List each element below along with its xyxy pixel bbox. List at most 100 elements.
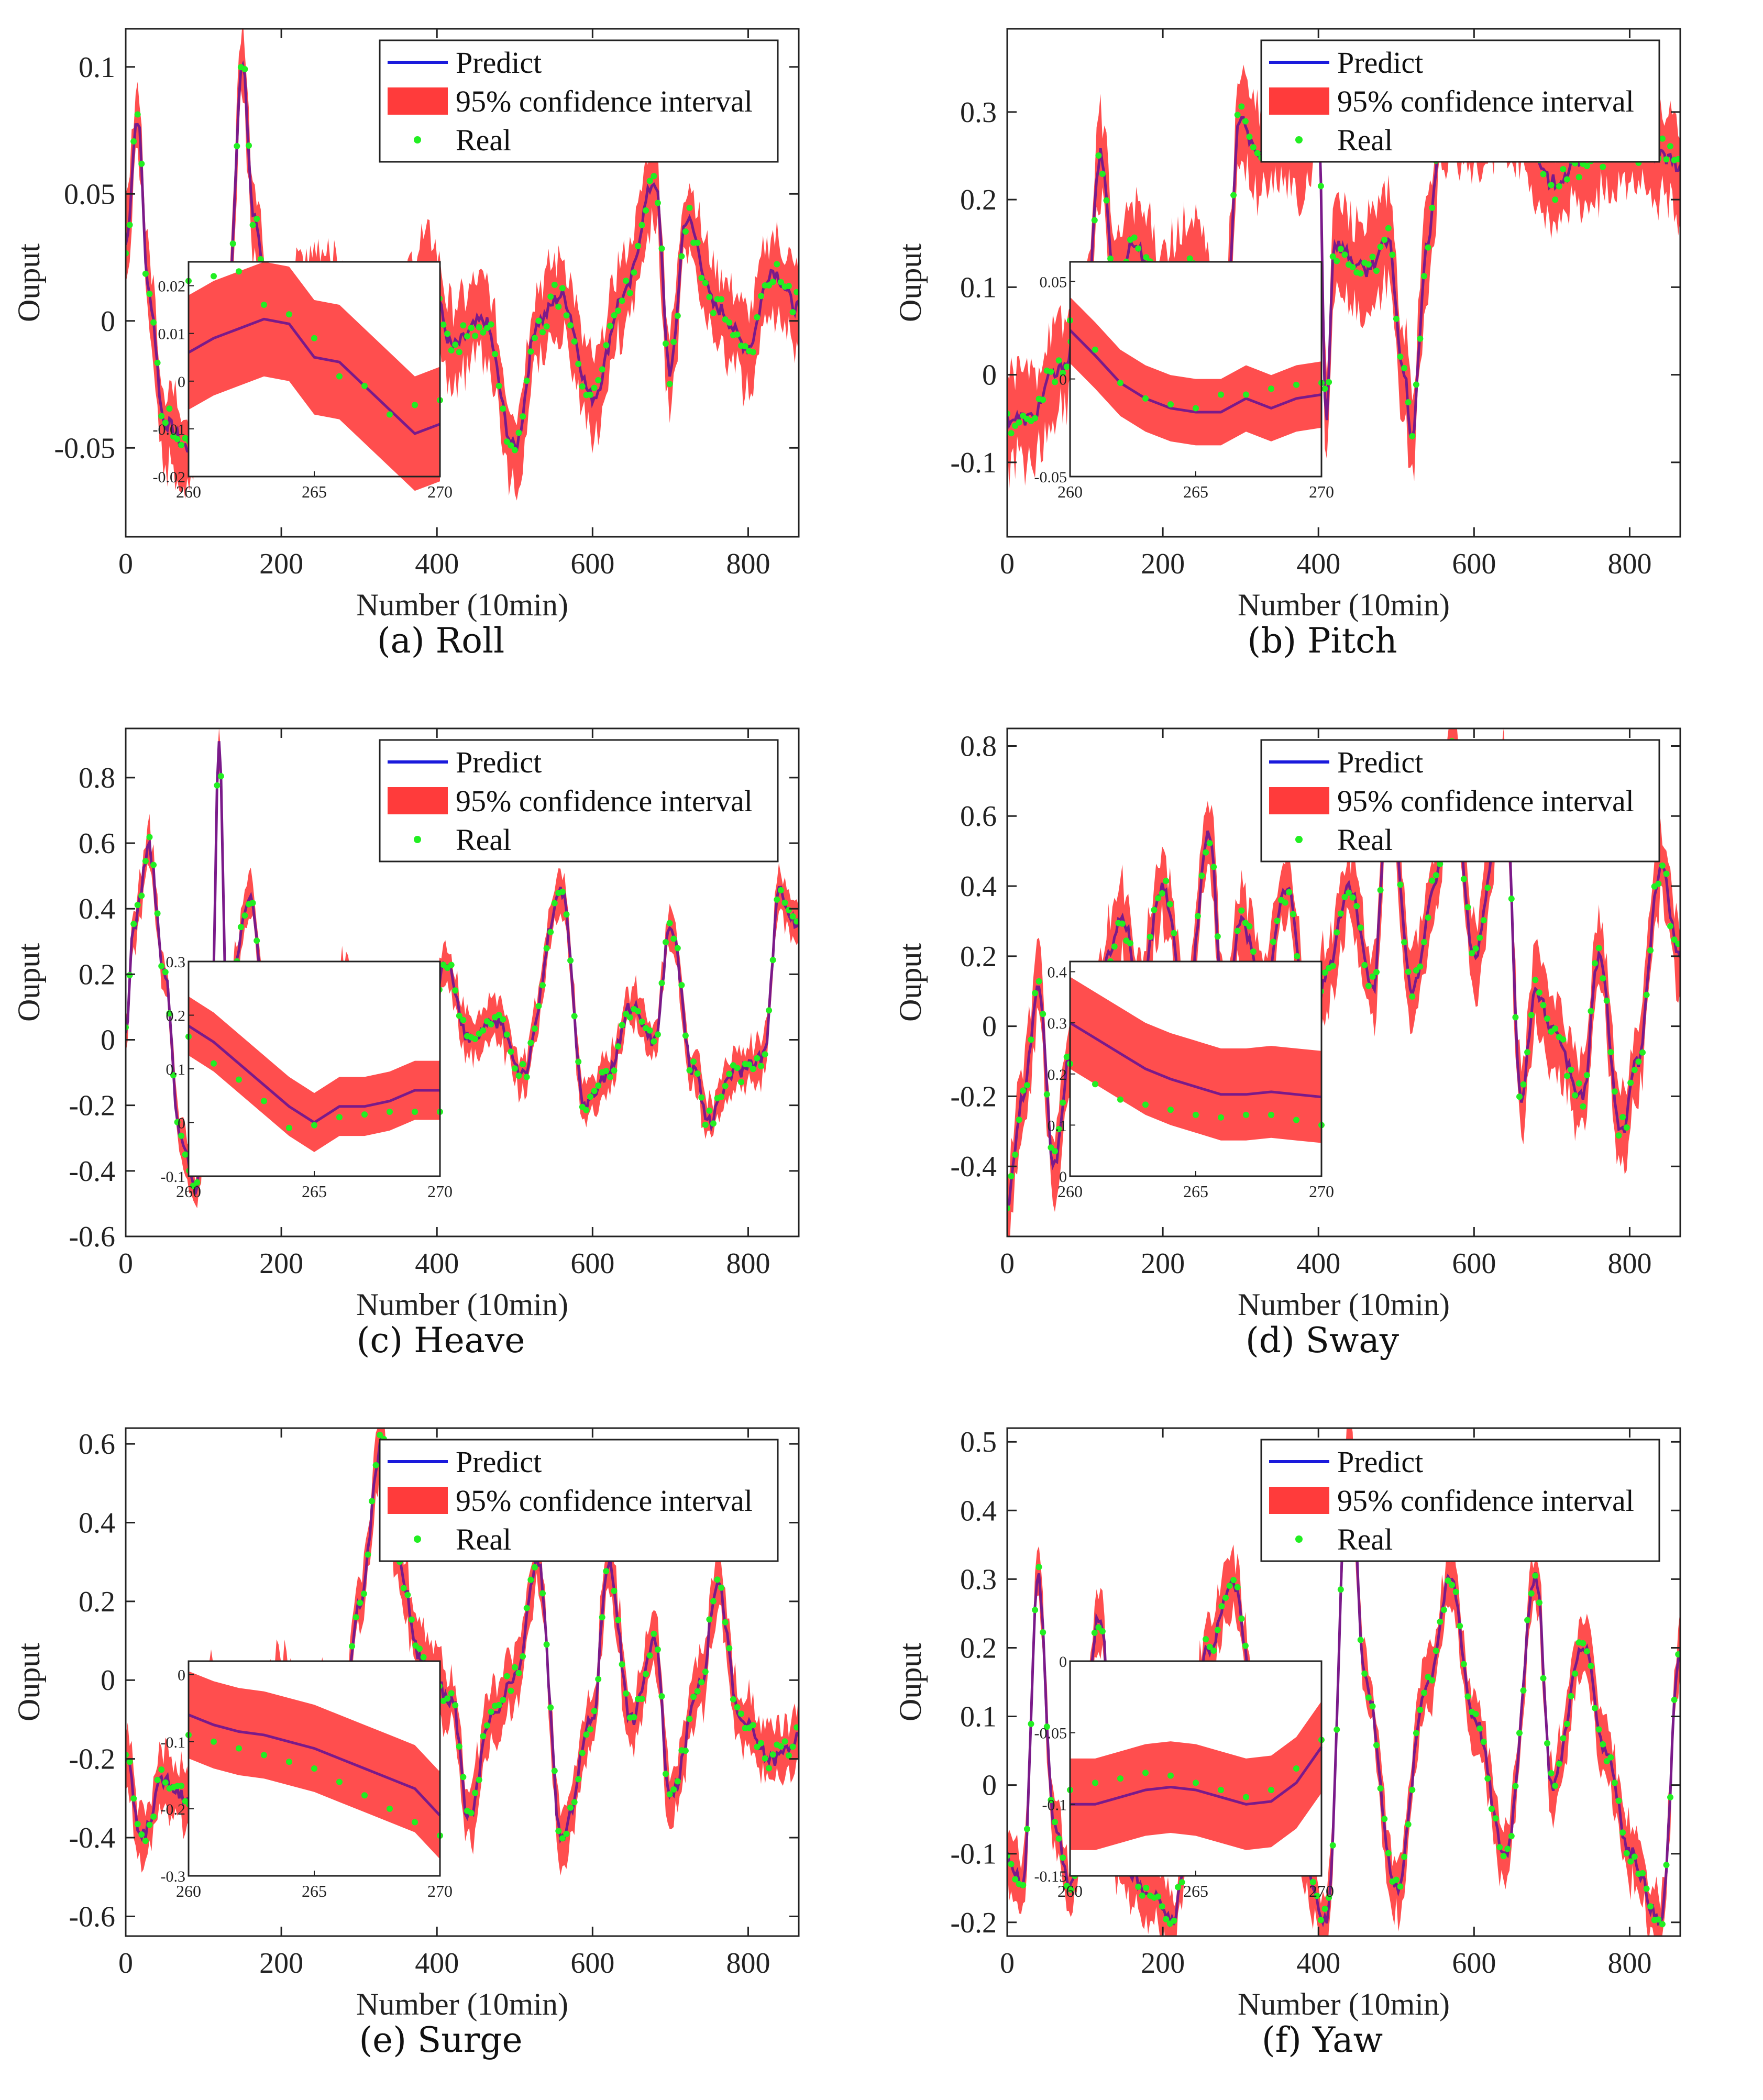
real-point	[523, 1074, 530, 1080]
chart-svg-heave: 0 200 400 600 800 -0.6 -0.4 -0.2 0 0.2 0.4 0.6 0.8 Nu…	[12, 727, 800, 1322]
inset-x-tick-label: 260	[176, 482, 201, 501]
real-point	[1321, 969, 1328, 976]
inset-real-point	[412, 1109, 418, 1115]
real-point	[1421, 939, 1427, 945]
real-point	[631, 269, 637, 276]
real-point	[769, 279, 776, 285]
x-tick-label: 800	[726, 1947, 770, 1980]
real-point	[1580, 1103, 1586, 1110]
real-point	[1600, 1741, 1606, 1748]
real-point	[1357, 270, 1364, 277]
legend-label-0: Predict	[1337, 745, 1423, 779]
chart-panel-roll: 0 200 400 600 800 -0.05 0 0.05 0.1 Number (10min)…	[0, 0, 882, 700]
real-point	[1091, 217, 1098, 224]
real-point	[142, 858, 149, 865]
x-tick-label: 400	[415, 1947, 459, 1980]
real-point	[754, 1743, 761, 1750]
y-tick-label: 0.6	[960, 800, 997, 833]
y-tick-label: -0.1	[950, 1838, 997, 1871]
real-point	[1556, 1760, 1562, 1767]
inset-y-tick-label: -0.05	[1034, 469, 1067, 486]
real-point	[1480, 1739, 1487, 1745]
inset-y-tick-label: 0.2	[166, 1008, 186, 1025]
real-point	[579, 1750, 586, 1756]
real-point	[1206, 1643, 1213, 1650]
real-point	[254, 215, 260, 222]
real-point	[1556, 183, 1562, 190]
real-point	[1563, 1720, 1570, 1727]
real-point	[1496, 1844, 1503, 1851]
real-point	[1520, 1687, 1527, 1694]
real-point	[710, 1120, 717, 1127]
real-point	[769, 957, 776, 964]
inset-x-tick-label: 265	[302, 1182, 327, 1201]
real-point	[520, 1653, 526, 1660]
real-point	[654, 1646, 661, 1653]
y-tick-label: -0.2	[950, 1907, 997, 1939]
real-point	[448, 961, 455, 968]
real-point	[1457, 1622, 1463, 1629]
real-point	[500, 1697, 506, 1704]
real-point	[500, 405, 506, 412]
real-point	[254, 937, 260, 944]
real-point	[762, 1051, 768, 1058]
real-point	[452, 987, 459, 994]
real-point	[178, 1783, 185, 1789]
x-tick-label: 200	[259, 1947, 303, 1980]
real-point	[750, 1066, 756, 1073]
real-point	[1055, 1835, 1062, 1842]
real-point	[1377, 244, 1384, 250]
real-point	[690, 1694, 697, 1700]
inset-real-point	[211, 273, 217, 280]
y-tick-label: 0.1	[79, 51, 115, 84]
real-point	[468, 1809, 475, 1816]
chart-panel-surge: 0 200 400 600 800 -0.6 -0.4 -0.2 0 0.2 0.4 0.6 Numbe…	[0, 1399, 882, 2099]
real-point	[1667, 1794, 1673, 1800]
real-point	[1464, 1693, 1471, 1700]
real-point	[1472, 945, 1479, 952]
real-point	[670, 1786, 677, 1793]
real-point	[1250, 948, 1257, 955]
real-point	[1052, 379, 1058, 385]
chart-panel-sway: 0 200 400 600 800 -0.4 -0.2 0 0.2 0.4 0.6 0.8 Number…	[882, 700, 1763, 1399]
chart-panel-heave: 0 200 400 600 800 -0.6 -0.4 -0.2 0 0.2 0.4 0.6 0.8 Nu…	[0, 700, 882, 1399]
chart-svg-roll: 0 200 400 600 800 -0.05 0 0.05 0.1 Number (10min)…	[12, 28, 800, 622]
real-point	[1583, 1072, 1590, 1079]
legend: Predict 95% confidence interval Real	[379, 39, 779, 163]
real-point	[1254, 150, 1261, 157]
inset-y-tick-label: 0	[178, 1115, 185, 1132]
real-point	[583, 1731, 590, 1738]
real-point	[1675, 941, 1680, 947]
inset-real-point	[1117, 1096, 1123, 1103]
real-point	[718, 1093, 725, 1100]
real-point	[706, 1616, 713, 1623]
real-point	[571, 338, 578, 345]
real-point	[511, 1664, 518, 1671]
inset-x-tick-label: 270	[427, 1182, 453, 1201]
real-point	[1592, 960, 1598, 967]
legend-real-swatch	[1295, 136, 1303, 143]
x-tick-label: 400	[1296, 1247, 1340, 1280]
real-point	[670, 338, 677, 345]
inset-ci-band	[189, 1671, 440, 1859]
chart-svg-surge: 0 200 400 600 800 -0.6 -0.4 -0.2 0 0.2 0.4 0.6 Numbe…	[12, 1427, 800, 2021]
real-point	[162, 1779, 169, 1786]
real-point	[599, 1614, 605, 1621]
real-point	[1095, 1624, 1102, 1631]
real-point	[1155, 1893, 1162, 1900]
real-point	[520, 413, 526, 420]
y-tick-label: -0.2	[69, 1090, 115, 1122]
real-point	[619, 1022, 625, 1029]
real-point	[535, 1003, 542, 1010]
real-point	[1409, 993, 1416, 1000]
real-point	[1067, 1886, 1074, 1893]
real-point	[352, 1614, 359, 1621]
chart-panel-yaw: 0 200 400 600 800 -0.2 -0.1 0 0.1 0.2 0.3 0.4 0.5 Num…	[882, 1399, 1763, 2099]
legend-label-2: Real	[456, 823, 511, 857]
real-point	[126, 972, 133, 979]
inset-real-point	[361, 1792, 368, 1799]
real-point	[1516, 1093, 1523, 1100]
panel-caption: (b) Pitch	[1247, 621, 1397, 661]
real-point	[706, 294, 713, 301]
y-tick-label: 0.4	[79, 893, 115, 925]
